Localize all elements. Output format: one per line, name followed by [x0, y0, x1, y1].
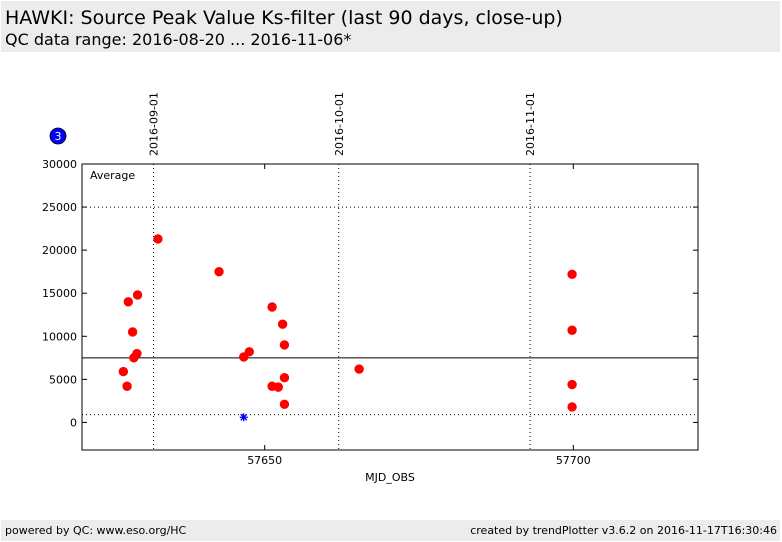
- header-bar: HAWKI: Source Peak Value Ks-filter (last…: [1, 1, 780, 52]
- chart-title: HAWKI: Source Peak Value Ks-filter (last…: [5, 7, 563, 29]
- data-point: [354, 364, 364, 374]
- data-point: [567, 269, 577, 279]
- footer-credit: powered by QC: www.eso.org/HC: [5, 524, 187, 537]
- data-point: [567, 402, 577, 412]
- chart-subtitle: QC data range: 2016-08-20 ... 2016-11-06…: [5, 30, 352, 49]
- data-point: [153, 234, 163, 244]
- data-point: [279, 372, 290, 383]
- y-tick-label: 0: [70, 416, 77, 429]
- x-axis-label: MJD_OBS: [365, 471, 415, 484]
- data-point: [132, 348, 142, 359]
- count-badge-label: 3: [55, 130, 62, 143]
- data-point: [567, 379, 577, 390]
- footer-bar: powered by QC: www.eso.org/HC created by…: [1, 520, 780, 541]
- legend-average: Average: [90, 169, 135, 182]
- data-point: [122, 381, 132, 391]
- y-tick-label: 10000: [42, 330, 77, 343]
- data-point: [244, 347, 254, 357]
- plot-frame: [81, 163, 699, 451]
- data-point: [127, 327, 138, 337]
- y-tick-label: 20000: [42, 244, 77, 257]
- data-point: [214, 266, 224, 277]
- data-point: [273, 382, 283, 392]
- y-tick-label: 15000: [42, 287, 77, 300]
- y-tick-label: 5000: [49, 373, 77, 386]
- data-point: [279, 340, 290, 350]
- y-tick-label: 30000: [42, 158, 77, 171]
- count-badge: [49, 127, 67, 145]
- x-tick-label: 57700: [556, 454, 591, 467]
- data-point: [279, 399, 290, 410]
- date-tick-label: 2016-11-01: [524, 92, 537, 156]
- data-point: [123, 297, 133, 307]
- x-tick-label: 57650: [247, 454, 282, 467]
- data-point: [132, 290, 143, 300]
- data-point: [118, 366, 129, 377]
- data-point: [267, 302, 277, 312]
- data-point: [567, 325, 577, 335]
- footer-timestamp: created by trendPlotter v3.6.2 on 2016-1…: [470, 524, 777, 537]
- date-tick-label: 2016-10-01: [333, 92, 346, 156]
- y-tick-label: 25000: [42, 201, 77, 214]
- outlier-marker: [240, 413, 248, 421]
- data-point: [277, 319, 288, 329]
- date-tick-label: 2016-09-01: [148, 92, 161, 156]
